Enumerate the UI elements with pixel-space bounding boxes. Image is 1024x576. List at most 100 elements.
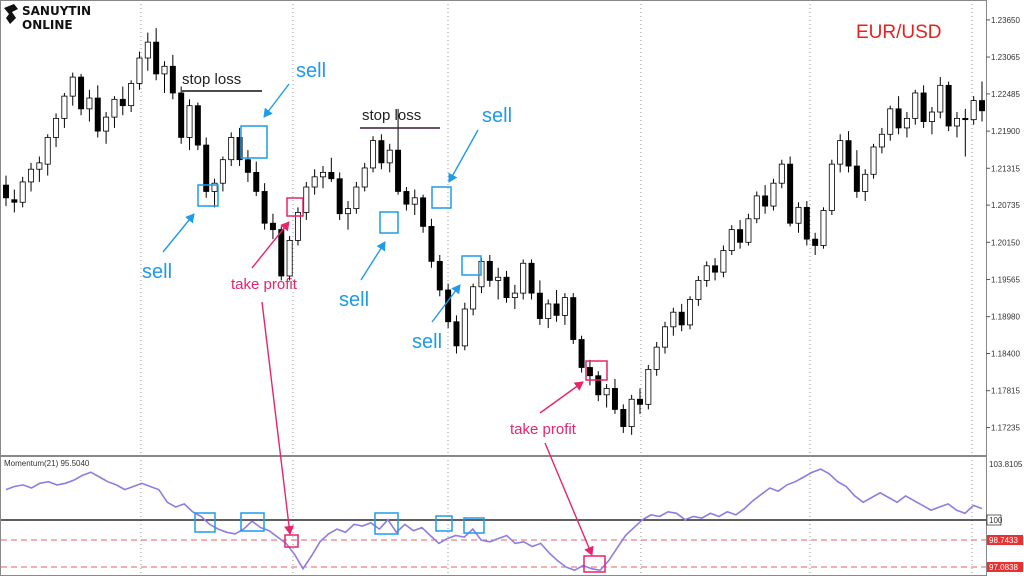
sell-box <box>461 255 482 276</box>
bull-candle-body <box>228 137 235 161</box>
candle <box>511 284 518 310</box>
bull-candle-body <box>520 262 527 294</box>
candle <box>153 28 160 81</box>
candle <box>453 315 460 354</box>
candle <box>119 86 126 116</box>
bull-candle-body <box>53 117 60 138</box>
candle <box>328 157 335 182</box>
candle <box>136 51 143 90</box>
candle <box>979 81 985 122</box>
bear-candle-body <box>762 195 769 207</box>
indicator-tick-label: 98.7433 <box>989 536 1018 545</box>
candle <box>828 159 835 215</box>
take-profit-box <box>585 360 608 381</box>
take-profit-box <box>286 197 304 217</box>
bear-candle-body <box>920 92 927 122</box>
bull-candle-body <box>770 182 777 207</box>
candle <box>236 127 243 167</box>
candle <box>411 189 418 215</box>
candle <box>837 134 844 173</box>
bear-candle-body <box>503 276 510 298</box>
candle <box>428 218 435 268</box>
bull-candle-body <box>361 167 368 188</box>
bear-candle-body <box>895 108 902 129</box>
candle <box>887 105 894 141</box>
bear-candle-body <box>78 76 85 110</box>
price-tick-label: 1.21315 <box>991 164 1020 173</box>
sell-box <box>197 184 219 207</box>
bull-candle-body <box>862 173 869 192</box>
bear-candle-body <box>94 97 101 132</box>
bull-candle-body <box>495 276 502 281</box>
candle <box>645 364 652 410</box>
candle <box>595 371 602 402</box>
bear-candle-body <box>453 321 460 347</box>
bull-candle-body <box>545 303 552 319</box>
candle <box>962 108 969 157</box>
candle <box>762 185 769 214</box>
bull-candle-body <box>136 57 143 84</box>
sell-arrow <box>360 241 386 281</box>
bear-candle-body <box>979 100 985 112</box>
sell-box <box>379 211 399 234</box>
indicator-sell-box <box>374 512 399 535</box>
sell-arrow <box>431 284 461 323</box>
candlestick-series <box>3 28 985 435</box>
bear-candle-body <box>620 409 627 427</box>
candle <box>203 137 210 198</box>
candle <box>545 299 552 329</box>
bull-candle-body <box>186 105 193 138</box>
candle <box>787 156 794 227</box>
candle <box>553 289 560 322</box>
price-axis: 1.23650 1.23065 1.22485 1.21900 1.21315 1.207… <box>986 16 1020 433</box>
sell-arrow <box>448 129 479 183</box>
bear-candle-body <box>153 41 160 75</box>
bull-candle-body <box>903 117 910 129</box>
take-profit-label: take profit <box>510 421 577 438</box>
candle <box>36 156 43 182</box>
bull-candle-body <box>370 140 377 169</box>
candle <box>795 202 802 233</box>
bull-candle-body <box>953 117 960 127</box>
stop-loss-label: stop loss <box>362 107 421 124</box>
bear-candle-body <box>528 262 535 294</box>
candle <box>620 404 627 433</box>
bull-candle-body <box>128 83 135 107</box>
candle <box>219 156 226 192</box>
bull-candle-body <box>703 265 710 281</box>
candle <box>611 378 618 414</box>
candle <box>186 99 193 151</box>
bear-candle-body <box>803 206 810 240</box>
bull-candle-body <box>294 212 301 241</box>
bear-candle-body <box>578 339 585 368</box>
candle <box>286 235 293 281</box>
sell-label: sell <box>296 60 326 82</box>
bull-candle-body <box>561 297 568 316</box>
bull-candle-body <box>778 163 785 184</box>
price-tick-label: 1.18400 <box>991 350 1020 359</box>
bear-candle-body <box>553 303 560 316</box>
candle <box>178 86 185 144</box>
bull-candle-body <box>820 210 827 246</box>
candle <box>920 85 927 128</box>
bear-candle-body <box>678 311 685 326</box>
indicator-sell-box <box>435 515 453 532</box>
price-tick-label: 1.18980 <box>991 313 1020 322</box>
candle <box>720 245 727 278</box>
indicator-label: Momentum(21) 95.5040 <box>4 459 90 468</box>
bull-candle-body <box>219 159 226 184</box>
bull-candle-body <box>753 195 760 220</box>
price-tick-label: 1.22485 <box>991 90 1020 99</box>
price-tick-label: 1.17235 <box>991 424 1020 433</box>
bear-candle-body <box>278 229 285 277</box>
sell-arrows <box>162 83 479 323</box>
candle <box>103 112 110 144</box>
candle <box>578 335 585 373</box>
candle <box>862 169 869 201</box>
candle <box>687 296 694 330</box>
chart-title: EUR/USD <box>856 22 942 43</box>
candle <box>470 283 477 316</box>
bear-candle-body <box>845 140 852 167</box>
bull-candle-body <box>161 65 168 75</box>
bull-candle-body <box>970 100 977 121</box>
